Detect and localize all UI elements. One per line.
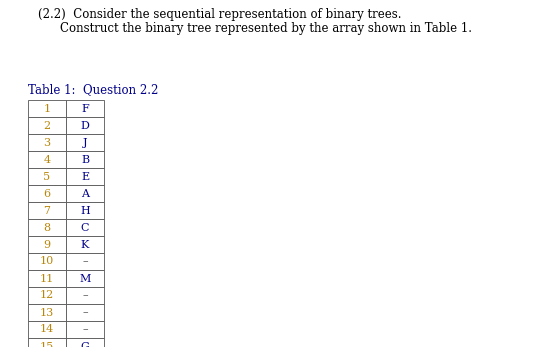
Text: D: D [80,120,90,130]
Text: J: J [83,137,88,147]
Bar [66,321,104,338]
Bar [28,253,66,270]
Bar [66,151,104,168]
Text: –: – [82,324,88,335]
Text: (2.2)  Consider the sequential representation of binary trees.: (2.2) Consider the sequential representa… [38,8,401,21]
Text: C: C [81,222,89,232]
Text: A: A [81,188,89,198]
Bar [28,338,66,347]
Text: 10: 10 [40,256,54,266]
Bar [66,100,104,117]
Text: 4: 4 [43,154,50,164]
Text: 11: 11 [40,273,54,283]
Bar [28,202,66,219]
Bar [66,185,104,202]
Text: H: H [80,205,90,215]
Bar [66,270,104,287]
Bar [28,134,66,151]
Text: 9: 9 [43,239,50,249]
Bar [28,270,66,287]
Text: 5: 5 [43,171,50,181]
Text: K: K [81,239,89,249]
Text: F: F [81,103,89,113]
Text: 3: 3 [43,137,50,147]
Bar [66,304,104,321]
Bar [28,321,66,338]
Text: Construct the binary tree represented by the array shown in Table 1.: Construct the binary tree represented by… [60,22,472,35]
Text: 8: 8 [43,222,50,232]
Bar [66,338,104,347]
Bar [28,236,66,253]
Text: –: – [82,256,88,266]
Text: E: E [81,171,89,181]
Text: 14: 14 [40,324,54,335]
Bar [28,304,66,321]
Text: 12: 12 [40,290,54,301]
Text: 6: 6 [43,188,50,198]
Bar [66,168,104,185]
Text: M: M [79,273,91,283]
Bar [66,117,104,134]
Bar [66,219,104,236]
Bar [66,253,104,270]
Bar [28,287,66,304]
Text: 13: 13 [40,307,54,318]
Text: –: – [82,307,88,318]
Bar [28,117,66,134]
Bar [28,100,66,117]
Bar [28,151,66,168]
Text: 1: 1 [43,103,50,113]
Text: B: B [81,154,89,164]
Bar [28,185,66,202]
Bar [28,168,66,185]
Text: 7: 7 [44,205,50,215]
Bar [66,236,104,253]
Text: –: – [82,290,88,301]
Bar [66,287,104,304]
Text: Table 1:  Question 2.2: Table 1: Question 2.2 [28,83,159,96]
Bar [28,219,66,236]
Text: 15: 15 [40,341,54,347]
Bar [66,202,104,219]
Bar [66,134,104,151]
Text: 2: 2 [43,120,50,130]
Text: G: G [80,341,90,347]
